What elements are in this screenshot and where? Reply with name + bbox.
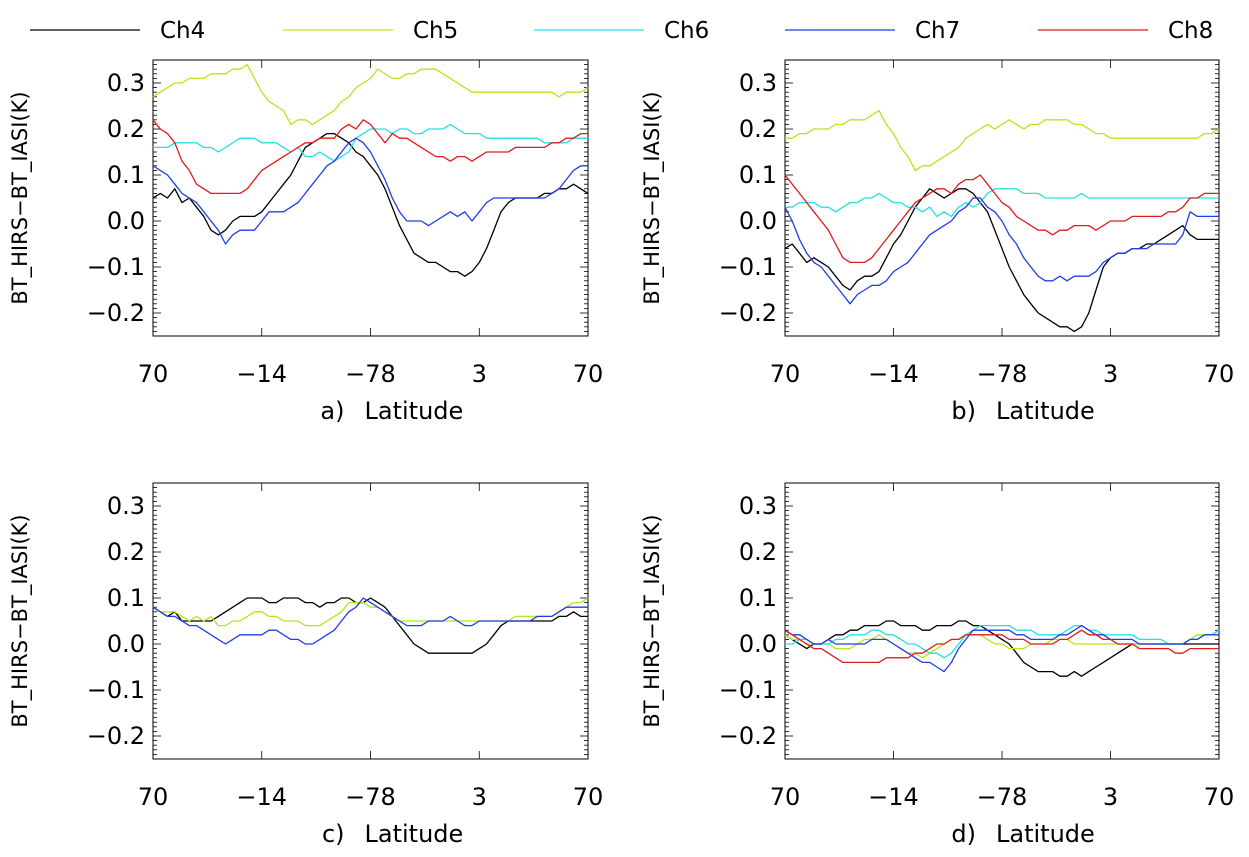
series-line-ch7 — [784, 624, 1219, 673]
y-axis-title: BT_HIRS−BT_IASI(K) — [640, 514, 665, 727]
series-line-ch6 — [785, 624, 1220, 659]
series-line-ch6 — [785, 188, 1219, 218]
y-tick-label: −0.1 — [719, 253, 777, 281]
x-tick-label: −14 — [236, 360, 287, 388]
x-tick-label: −78 — [977, 360, 1028, 388]
y-axis-title: BT_HIRS−BT_IASI(K) — [8, 91, 33, 304]
series-line-ch8 — [784, 629, 1219, 664]
y-tick-label: 0.3 — [739, 492, 777, 520]
panels: 0.3 0.2 0.1 0.0 −0.1 −0.2 70 −14 −78 3 70 a) Latitud… — [8, 59, 1235, 848]
x-tick-label: −78 — [977, 783, 1028, 811]
x-tick-label: −14 — [868, 783, 919, 811]
y-tick-label: 0.1 — [739, 584, 777, 612]
x-tick-label: 70 — [138, 783, 169, 811]
panel-label: c) — [322, 820, 345, 848]
legend-label-ch8: Ch8 — [1168, 18, 1213, 44]
y-tick-label: 0.2 — [107, 115, 145, 143]
x-axis-title: Latitude — [996, 397, 1095, 425]
y-tick-label: 0.0 — [107, 630, 145, 658]
x-tick-label: −78 — [345, 783, 396, 811]
x-tick-label: 3 — [472, 783, 487, 811]
x-tick-label: 70 — [770, 360, 801, 388]
legend-label-ch6: Ch6 — [664, 18, 709, 44]
y-axis-title: BT_HIRS−BT_IASI(K) — [8, 514, 33, 727]
legend-label-ch5: Ch5 — [413, 18, 458, 44]
y-tick-label: −0.1 — [87, 253, 145, 281]
panel-label: a) — [320, 397, 344, 425]
y-tick-label: 0.1 — [107, 584, 145, 612]
legend-label-ch4: Ch4 — [160, 18, 205, 44]
series-line-ch8 — [152, 119, 588, 195]
panel-b: 0.3 0.2 0.1 0.0 −0.1 −0.2 70 −14 −78 3 70 b) Latitud… — [640, 59, 1235, 425]
plot-frame — [784, 482, 1220, 760]
x-tick-label: 70 — [770, 783, 801, 811]
y-axis-title: BT_HIRS−BT_IASI(K) — [640, 91, 665, 304]
series-line-ch7 — [152, 137, 588, 245]
x-tick-label: 70 — [573, 360, 604, 388]
y-tick-label: −0.2 — [87, 722, 145, 750]
x-tick-label: 70 — [573, 783, 604, 811]
series-line-ch4 — [784, 188, 1219, 333]
series-line-ch8 — [784, 174, 1219, 264]
y-tick-label: 0.3 — [739, 69, 777, 97]
series-line-ch6 — [153, 123, 588, 162]
y-tick-label: −0.1 — [719, 676, 777, 704]
legend: Ch4 Ch5 Ch6 Ch7 Ch8 — [30, 18, 1213, 44]
y-tick-label: 0.2 — [739, 115, 777, 143]
series-line-ch5 — [152, 597, 589, 627]
y-tick-label: 0.3 — [107, 69, 145, 97]
x-tick-label: 70 — [1204, 783, 1235, 811]
x-axis-title: Latitude — [365, 820, 464, 848]
x-tick-label: 70 — [138, 360, 169, 388]
series-line-ch7 — [784, 197, 1219, 305]
x-tick-label: −14 — [236, 783, 287, 811]
y-tick-label: −0.1 — [87, 676, 145, 704]
y-tick-label: 0.1 — [739, 161, 777, 189]
y-tick-label: 0.2 — [107, 538, 145, 566]
y-tick-label: 0.0 — [107, 207, 145, 235]
y-tick-label: −0.2 — [719, 722, 777, 750]
x-tick-label: −78 — [345, 360, 396, 388]
y-tick-label: 0.1 — [107, 161, 145, 189]
x-tick-label: 70 — [1204, 360, 1235, 388]
x-tick-label: 3 — [1103, 360, 1118, 388]
panel-c: 0.3 0.2 0.1 0.0 −0.1 −0.2 70 −14 −78 3 70 c) Latitud… — [8, 482, 604, 848]
x-tick-label: −14 — [868, 360, 919, 388]
x-tick-label: 3 — [472, 360, 487, 388]
series-line-ch5 — [785, 109, 1220, 172]
y-tick-label: 0.0 — [739, 207, 777, 235]
legend-label-ch7: Ch7 — [915, 18, 960, 44]
y-tick-label: 0.0 — [739, 630, 777, 658]
panel-label: d) — [951, 820, 976, 848]
y-tick-label: −0.2 — [87, 299, 145, 327]
x-axis-title: Latitude — [365, 397, 464, 425]
series-line-ch4 — [152, 132, 589, 277]
panel-label: b) — [951, 397, 976, 425]
panel-a: 0.3 0.2 0.1 0.0 −0.1 −0.2 70 −14 −78 3 70 a) Latitud… — [8, 59, 604, 425]
x-tick-label: 3 — [1103, 783, 1118, 811]
panel-d: 0.3 0.2 0.1 0.0 −0.1 −0.2 70 −14 −78 3 70 d) Latitud… — [640, 482, 1235, 848]
y-tick-label: −0.2 — [719, 299, 777, 327]
y-tick-label: 0.3 — [107, 492, 145, 520]
x-axis-title: Latitude — [996, 820, 1095, 848]
series-line-ch5 — [152, 63, 589, 126]
series-line-ch7 — [152, 597, 588, 645]
y-tick-label: 0.2 — [739, 538, 777, 566]
